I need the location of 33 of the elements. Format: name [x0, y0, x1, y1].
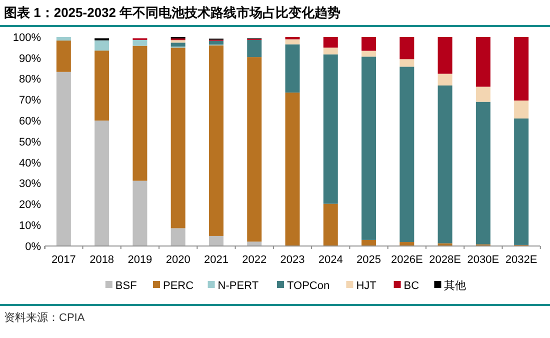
x-tick-label: 2022: [242, 254, 267, 266]
y-tick-label: 50%: [18, 136, 42, 148]
chart-title: 图表 1：2025-2032 年不同电池技术路线市场占比变化趋势: [4, 5, 341, 20]
y-tick-label: 40%: [18, 157, 42, 170]
y-tick-label: 60%: [18, 115, 42, 128]
x-tick-label: 2030E: [467, 254, 500, 266]
y-tick-label: 80%: [18, 74, 42, 86]
legend-label: BSF: [115, 280, 138, 292]
y-tick-label: 30%: [18, 178, 42, 190]
y-tick-label: 90%: [18, 52, 42, 65]
y-tick-label: 0%: [25, 240, 42, 253]
legend-label: HJT: [356, 280, 377, 292]
x-tick-label: 2018: [90, 254, 114, 266]
legend-label: BC: [404, 280, 420, 292]
x-tick-label: 2020: [166, 254, 190, 266]
y-tick-label: 70%: [18, 94, 42, 107]
y-tick-label: 20%: [18, 199, 42, 212]
legend-label: TOPCon: [287, 280, 330, 292]
x-tick-label: 2026E: [391, 254, 423, 266]
x-tick-label: 2024: [318, 254, 343, 266]
x-tick-label: 2019: [128, 254, 152, 266]
x-tick-label: 2023: [280, 254, 305, 266]
x-tick-label: 2032E: [505, 254, 538, 266]
y-tick-label: 100%: [12, 32, 42, 44]
x-tick-label: 2017: [51, 254, 76, 266]
text: 资料来源：CPIA: [4, 311, 86, 324]
x-tick-label: 2028E: [429, 254, 461, 266]
legend-label: N-PERT: [218, 280, 259, 292]
legend-label: 其他: [444, 278, 466, 292]
x-tick-label: 2025: [356, 254, 382, 266]
x-tick-label: 2021: [204, 254, 228, 266]
y-tick-label: 10%: [18, 220, 42, 232]
legend-label: PERC: [163, 280, 194, 292]
